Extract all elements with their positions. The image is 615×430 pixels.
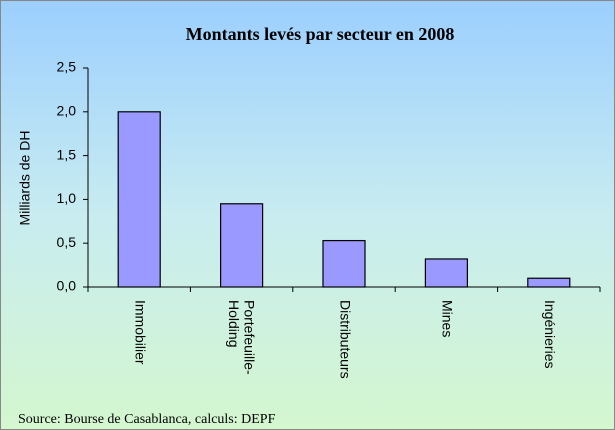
bar — [322, 239, 366, 288]
y-tick-label: 1,5 — [57, 146, 77, 162]
bar — [424, 258, 468, 288]
y-tick-label: 0,5 — [57, 234, 77, 250]
source-note: Source: Bourse de Casablanca, calculs: D… — [18, 412, 276, 427]
x-tick-label: Immobilier — [132, 300, 148, 365]
bar — [220, 203, 264, 288]
x-tick-label: Portefeuille-Holding — [226, 300, 257, 375]
x-tick-label: Ingénieries — [542, 300, 558, 369]
chart-title: Montants levés par secteur en 2008 — [186, 24, 455, 44]
x-tick-label: Mines — [440, 300, 456, 337]
bar — [117, 111, 161, 288]
bar — [527, 277, 571, 288]
y-tick-label: 1,0 — [57, 190, 77, 206]
y-tick-label: 2,0 — [57, 103, 77, 119]
x-tick-label-line: Holding — [226, 300, 242, 347]
y-tick-label: 0,0 — [57, 278, 77, 294]
x-tick-label-line: Portefeuille- — [242, 300, 258, 375]
x-tick-label: Distributeurs — [337, 300, 353, 379]
y-axis-label: Milliards de DH — [17, 131, 33, 226]
y-tick-label: 2,5 — [57, 59, 77, 75]
